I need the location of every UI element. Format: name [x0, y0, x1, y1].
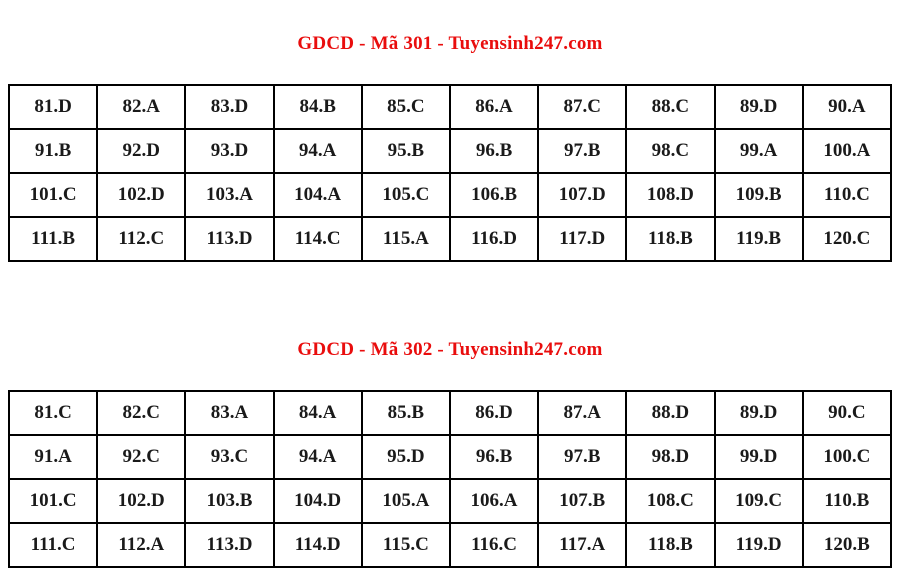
answer-key-title-301: GDCD - Mã 301 - Tuyensinh247.com	[297, 33, 603, 54]
table-row: 101.C 102.D 103.A 104.A 105.C 106.B 107.D 108.D…	[7, 172, 893, 218]
table-row: 91.A 92.C 93.C 94.A 95.D 96.B 97.B 98.D 99.D 100.…	[7, 434, 893, 480]
answer-cell: 107.D	[537, 172, 628, 218]
answer-cell: 111.C	[7, 522, 99, 568]
answer-cell: 91.A	[7, 434, 99, 480]
answer-cell: 109.C	[713, 478, 804, 524]
answer-cell: 103.B	[184, 478, 275, 524]
answer-cell: 109.B	[713, 172, 804, 218]
answer-cell: 87.C	[537, 84, 628, 130]
answer-cell: 104.D	[272, 478, 363, 524]
answer-cell: 92.D	[96, 128, 187, 174]
answer-cell: 116.C	[448, 522, 540, 568]
answer-cell: 118.B	[625, 216, 716, 262]
answer-cell: 88.D	[625, 390, 716, 436]
answer-cell: 113.D	[184, 522, 275, 568]
answer-cell: 120.B	[801, 522, 893, 568]
table-row: 81.C 82.C 83.A 84.A 85.B 86.D 87.A 88.D 89.D 90.C	[7, 390, 893, 436]
answer-cell: 117.D	[537, 216, 628, 262]
answer-cell: 82.C	[96, 390, 187, 436]
answer-cell: 83.A	[184, 390, 275, 436]
answer-cell: 120.C	[801, 216, 893, 262]
answer-cell: 93.C	[184, 434, 275, 480]
answer-cell: 103.A	[184, 172, 275, 218]
answer-cell: 101.C	[7, 478, 99, 524]
table-row: 81.D 82.A 83.D 84.B 85.C 86.A 87.C 88.C 89.D 90.A	[7, 84, 893, 130]
answer-cell: 84.A	[272, 390, 363, 436]
answer-cell: 105.A	[360, 478, 451, 524]
answer-cell: 100.C	[801, 434, 893, 480]
answer-cell: 108.C	[625, 478, 716, 524]
answer-cell: 113.D	[184, 216, 275, 262]
answer-cell: 110.C	[801, 172, 893, 218]
answer-cell: 106.A	[448, 478, 540, 524]
answer-cell: 81.D	[7, 84, 99, 130]
answer-cell: 85.B	[360, 390, 451, 436]
answer-cell: 101.C	[7, 172, 99, 218]
answer-table-302: 81.C 82.C 83.A 84.A 85.B 86.D 87.A 88.D 89.D 90.C…	[7, 390, 893, 568]
answer-cell: 99.A	[713, 128, 804, 174]
answer-cell: 105.C	[360, 172, 451, 218]
answer-cell: 83.D	[184, 84, 275, 130]
answer-cell: 97.B	[537, 434, 628, 480]
answer-cell: 94.A	[272, 434, 363, 480]
table-row: 101.C 102.D 103.B 104.D 105.A 106.A 107.B 108.C…	[7, 478, 893, 524]
table-row: 91.B 92.D 93.D 94.A 95.B 96.B 97.B 98.C 99.A 100.…	[7, 128, 893, 174]
answer-cell: 107.B	[537, 478, 628, 524]
answer-cell: 102.D	[96, 478, 187, 524]
answer-cell: 98.D	[625, 434, 716, 480]
answer-cell: 116.D	[448, 216, 540, 262]
answer-cell: 82.A	[96, 84, 187, 130]
answer-table-301: 81.D 82.A 83.D 84.B 85.C 86.A 87.C 88.C 89.D 90.A…	[7, 84, 893, 262]
answer-cell: 110.B	[801, 478, 893, 524]
answer-cell: 111.B	[7, 216, 99, 262]
answer-cell: 96.B	[448, 434, 540, 480]
answer-cell: 92.C	[96, 434, 187, 480]
answer-cell: 119.B	[713, 216, 804, 262]
answer-cell: 81.C	[7, 390, 99, 436]
answer-cell: 99.D	[713, 434, 804, 480]
answer-cell: 87.A	[537, 390, 628, 436]
answer-cell: 108.D	[625, 172, 716, 218]
answer-cell: 119.D	[713, 522, 804, 568]
answer-cell: 95.D	[360, 434, 451, 480]
answer-cell: 84.B	[272, 84, 363, 130]
answer-key-title-302: GDCD - Mã 302 - Tuyensinh247.com	[297, 339, 603, 360]
answer-cell: 112.C	[96, 216, 187, 262]
answer-cell: 93.D	[184, 128, 275, 174]
answer-key-page: GDCD - Mã 301 - Tuyensinh247.com 81.D 82.…	[0, 32, 900, 572]
answer-table-301-body: 81.D 82.A 83.D 84.B 85.C 86.A 87.C 88.C 89.D 90.A…	[7, 84, 893, 262]
answer-cell: 115.A	[360, 216, 451, 262]
answer-cell: 91.B	[7, 128, 99, 174]
answer-cell: 115.C	[360, 522, 451, 568]
answer-cell: 97.B	[537, 128, 628, 174]
answer-table-302-body: 81.C 82.C 83.A 84.A 85.B 86.D 87.A 88.D 89.D 90.C…	[7, 390, 893, 568]
answer-cell: 90.A	[801, 84, 893, 130]
answer-cell: 86.A	[448, 84, 540, 130]
answer-cell: 89.D	[713, 84, 804, 130]
answer-cell: 117.A	[537, 522, 628, 568]
answer-cell: 112.A	[96, 522, 187, 568]
answer-cell: 94.A	[272, 128, 363, 174]
answer-cell: 89.D	[713, 390, 804, 436]
answer-cell: 118.B	[625, 522, 716, 568]
answer-cell: 86.D	[448, 390, 540, 436]
answer-cell: 88.C	[625, 84, 716, 130]
answer-cell: 102.D	[96, 172, 187, 218]
table-row: 111.C 112.A 113.D 114.D 115.C 116.C 117.A 118.B…	[7, 522, 893, 568]
answer-cell: 96.B	[448, 128, 540, 174]
answer-cell: 106.B	[448, 172, 540, 218]
table-row: 111.B 112.C 113.D 114.C 115.A 116.D 117.D 118.B…	[7, 216, 893, 262]
answer-cell: 114.D	[272, 522, 363, 568]
answer-cell: 90.C	[801, 390, 893, 436]
answer-cell: 104.A	[272, 172, 363, 218]
answer-cell: 100.A	[801, 128, 893, 174]
answer-cell: 95.B	[360, 128, 451, 174]
answer-cell: 85.C	[360, 84, 451, 130]
answer-cell: 114.C	[272, 216, 363, 262]
answer-cell: 98.C	[625, 128, 716, 174]
